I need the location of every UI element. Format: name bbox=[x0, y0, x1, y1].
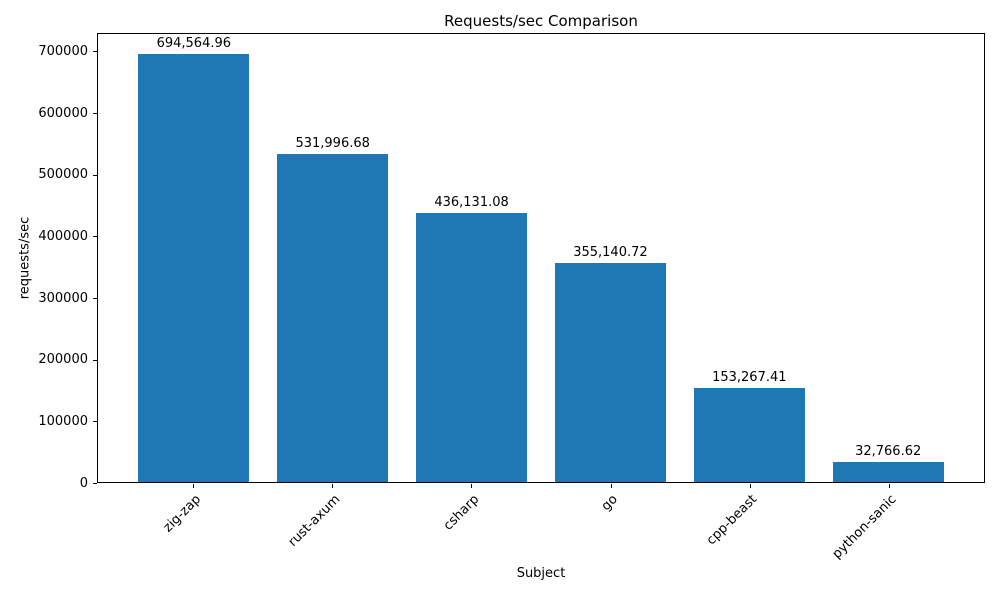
y-tick-mark bbox=[93, 236, 97, 237]
x-tick-label-zig-zap: zig-zap bbox=[160, 492, 204, 536]
x-tick-label-csharp: csharp bbox=[440, 492, 483, 534]
x-tick-mark bbox=[611, 484, 612, 488]
x-tick-mark bbox=[471, 484, 472, 488]
bar-value-label: 32,766.62 bbox=[855, 443, 922, 459]
y-tick-label: 200000 bbox=[38, 352, 88, 368]
plot-area: 694,564.96 531,996.68 436,131.08 355,140.72… bbox=[97, 33, 985, 483]
x-tick-label-cpp-beast: cpp-beast bbox=[704, 492, 761, 549]
y-tick-label: 0 bbox=[79, 475, 88, 491]
x-tick-mark bbox=[750, 484, 751, 488]
bar-value-label: 531,996.68 bbox=[295, 136, 370, 152]
bar-value-label: 153,267.41 bbox=[712, 369, 787, 385]
x-tick-mark bbox=[193, 484, 194, 488]
y-tick-mark bbox=[93, 175, 97, 176]
x-tick-mark bbox=[332, 484, 333, 488]
x-axis-label: Subject bbox=[516, 566, 566, 581]
bar-go bbox=[554, 263, 666, 482]
bar-csharp bbox=[416, 213, 528, 482]
x-tick-label-rust-axum: rust-axum bbox=[285, 492, 343, 550]
x-tick-label-python-sanic: python-sanic bbox=[829, 492, 900, 562]
y-tick-label: 400000 bbox=[38, 228, 88, 244]
x-tick-label-go: go bbox=[599, 492, 622, 515]
bar-rust-axum bbox=[277, 154, 389, 482]
y-tick-mark bbox=[93, 360, 97, 361]
y-tick-label: 300000 bbox=[38, 290, 88, 306]
y-tick-mark bbox=[93, 421, 97, 422]
y-tick-mark bbox=[93, 113, 97, 114]
bar-value-label: 694,564.96 bbox=[156, 35, 232, 51]
bar-cpp-beast bbox=[693, 387, 805, 482]
y-tick-label: 700000 bbox=[38, 43, 88, 59]
y-tick-label: 100000 bbox=[38, 413, 88, 429]
y-tick-label: 600000 bbox=[38, 105, 88, 121]
bar-zig-zap bbox=[138, 53, 250, 482]
x-tick-mark bbox=[889, 484, 890, 488]
y-tick-mark bbox=[93, 298, 97, 299]
chart-title: Requests/sec Comparison bbox=[444, 12, 638, 30]
bar-python-sanic bbox=[832, 461, 944, 482]
bar-value-label: 355,140.72 bbox=[573, 245, 648, 261]
y-tick-mark bbox=[93, 483, 97, 484]
bar-value-label: 436,131.08 bbox=[434, 195, 509, 211]
y-tick-mark bbox=[93, 51, 97, 52]
y-tick-label: 500000 bbox=[38, 167, 88, 183]
